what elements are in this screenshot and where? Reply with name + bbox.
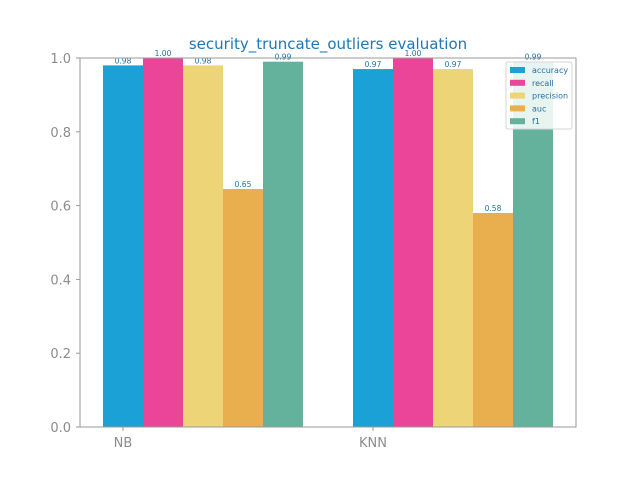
bar-nb-precision bbox=[183, 65, 223, 427]
y-tick-label: 0.6 bbox=[50, 200, 71, 215]
bar-nb-f1 bbox=[263, 61, 303, 427]
bar-knn-recall bbox=[393, 58, 433, 427]
legend-swatch-auc bbox=[510, 105, 525, 112]
y-tick-label: 0.8 bbox=[50, 126, 71, 141]
legend-label-accuracy: accuracy bbox=[532, 66, 568, 75]
bar-nb-auc bbox=[223, 188, 263, 427]
bar-nb-recall bbox=[143, 58, 183, 427]
data-label-nb-recall: 1.00 bbox=[155, 49, 172, 58]
data-label-knn-f1: 0.99 bbox=[525, 53, 542, 62]
data-label-nb-accuracy: 0.98 bbox=[115, 56, 132, 65]
x-tick-label-nb: NB bbox=[114, 436, 133, 451]
y-tick-label: 0.2 bbox=[50, 347, 71, 362]
bar-knn-accuracy bbox=[353, 69, 393, 427]
bar-knn-precision bbox=[433, 69, 473, 427]
y-tick-label: 0.0 bbox=[50, 421, 71, 436]
bars-layer bbox=[103, 58, 553, 427]
x-tick-label-knn: KNN bbox=[359, 436, 387, 451]
bar-knn-auc bbox=[473, 212, 513, 427]
data-label-nb-f1: 0.99 bbox=[275, 53, 292, 62]
data-label-nb-auc: 0.65 bbox=[235, 180, 252, 189]
legend: accuracy recall precision auc f1 bbox=[505, 61, 573, 130]
data-label-knn-precision: 0.97 bbox=[445, 60, 462, 69]
legend-box bbox=[505, 61, 573, 130]
data-label-nb-precision: 0.98 bbox=[195, 56, 212, 65]
legend-label-f1: f1 bbox=[532, 117, 540, 126]
data-label-knn-accuracy: 0.97 bbox=[365, 60, 382, 69]
legend-swatch-precision bbox=[510, 92, 525, 99]
plot-frame bbox=[79, 57, 577, 428]
legend-label-recall: recall bbox=[532, 79, 554, 88]
y-axis: 0.0 0.2 0.4 0.6 0.8 1.0 bbox=[50, 52, 80, 436]
bar-nb-accuracy bbox=[103, 65, 143, 427]
legend-swatch-f1 bbox=[510, 118, 525, 125]
y-tick-label: 0.4 bbox=[50, 273, 71, 288]
y-tick-label: 1.0 bbox=[50, 52, 71, 67]
data-labels-layer: 0.98 1.00 0.98 0.65 0.99 0.97 1.00 0.97 0.58 0.99 bbox=[115, 49, 542, 213]
legend-swatch-recall bbox=[510, 79, 525, 86]
legend-label-auc: auc bbox=[532, 104, 546, 113]
data-label-knn-auc: 0.58 bbox=[485, 204, 502, 213]
chart-title: security_truncate_outliers evaluation bbox=[189, 35, 467, 54]
legend-label-precision: precision bbox=[532, 92, 568, 101]
legend-swatch-accuracy bbox=[510, 67, 525, 73]
x-axis: NB KNN bbox=[114, 427, 387, 451]
data-label-knn-recall: 1.00 bbox=[405, 49, 422, 58]
